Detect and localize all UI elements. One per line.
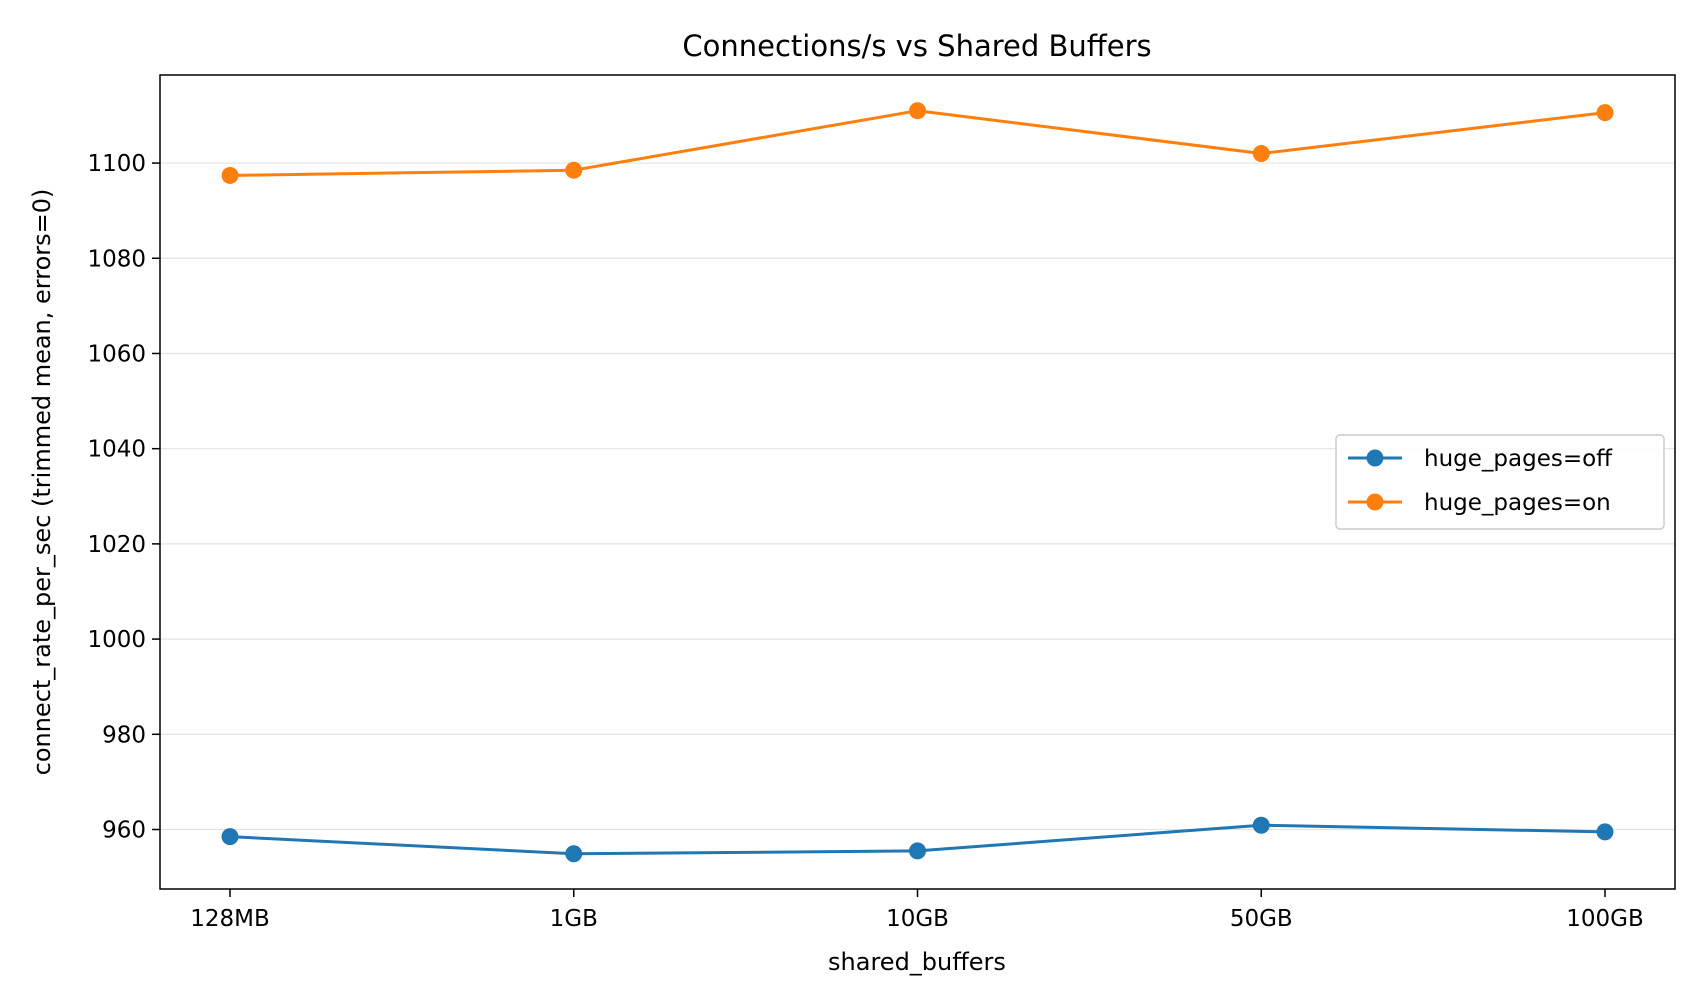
legend-label: huge_pages=off bbox=[1424, 446, 1613, 472]
data-point bbox=[221, 166, 239, 184]
data-point bbox=[909, 102, 926, 120]
chart-title: Connections/s vs Shared Buffers bbox=[682, 29, 1151, 63]
y-axis-label: connect_rate_per_sec (trimmed mean, erro… bbox=[28, 189, 56, 776]
y-tick-label: 1060 bbox=[87, 341, 146, 367]
y-tick-label: 1080 bbox=[87, 246, 146, 272]
data-point bbox=[565, 845, 583, 863]
data-point bbox=[1252, 145, 1270, 163]
x-tick-label: 10GB bbox=[886, 906, 949, 932]
legend-marker bbox=[1366, 449, 1384, 467]
y-tick-label: 980 bbox=[102, 722, 146, 748]
data-point bbox=[565, 161, 583, 179]
data-point bbox=[1252, 816, 1270, 834]
y-tick-label: 1100 bbox=[87, 151, 146, 177]
data-point bbox=[1596, 104, 1614, 122]
x-axis-ticks: 128MB 1GB 10GB 50GB 100GB bbox=[190, 889, 1644, 932]
series-layer bbox=[221, 102, 1614, 863]
x-tick-label: 128MB bbox=[190, 906, 270, 932]
x-tick-label: 1GB bbox=[550, 906, 598, 932]
series-huge-pages-off bbox=[221, 816, 1614, 863]
y-tick-label: 1020 bbox=[87, 532, 146, 558]
data-point bbox=[221, 828, 239, 846]
y-axis-ticks: 960 980 1000 1020 1040 1060 1080 1100 bbox=[87, 151, 160, 843]
legend: huge_pages=off huge_pages=on bbox=[1335, 434, 1665, 530]
y-tick-label: 1040 bbox=[87, 437, 146, 463]
x-tick-label: 50GB bbox=[1230, 906, 1293, 932]
y-tick-label: 1000 bbox=[87, 627, 146, 653]
x-tick-label: 100GB bbox=[1566, 906, 1644, 932]
grid-lines bbox=[160, 162, 1675, 831]
series-huge-pages-on bbox=[221, 102, 1614, 184]
data-point bbox=[1596, 823, 1614, 841]
y-tick-label: 960 bbox=[102, 817, 146, 843]
legend-marker bbox=[1366, 493, 1384, 511]
data-point bbox=[909, 842, 926, 860]
x-axis-label: shared_buffers bbox=[828, 948, 1006, 976]
legend-label: huge_pages=on bbox=[1424, 490, 1611, 516]
legend-box bbox=[1335, 434, 1665, 530]
